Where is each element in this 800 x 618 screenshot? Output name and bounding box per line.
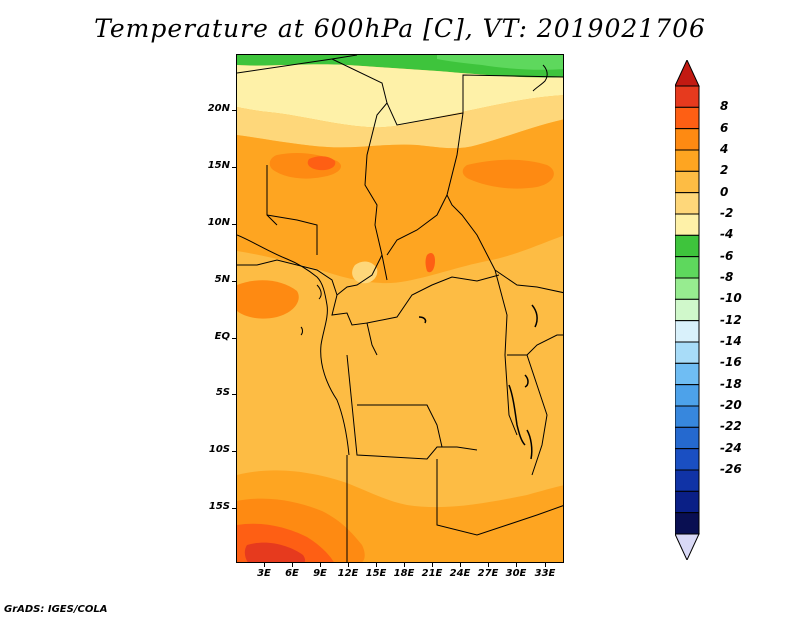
coastlines [237,64,548,456]
lat-tick [232,110,236,111]
colorbar-segment [675,384,700,407]
field-light-yellow-patch [352,261,378,284]
lon-label: 12E [337,568,359,579]
lakes [418,304,538,460]
lon-tick [488,563,489,567]
colorbar-label: -18 [720,376,742,391]
lon-tick [432,563,433,567]
colorbar-segment [675,341,700,364]
colorbar-segment [675,213,700,236]
lat-tick [232,451,236,452]
colorbar-label: 8 [720,99,729,114]
lat-label: 10N [207,217,230,228]
colorbar-label: 4 [720,142,729,156]
lat-label: 20N [207,103,230,114]
lon-tick [404,563,405,567]
colorbar-label: -2 [720,206,734,220]
colorbar-segment [675,298,700,322]
map-title: Temperature at 600hPa [C], VT: 201902170… [94,14,706,43]
lon-tick [264,563,265,567]
field-red-orange-patch-2 [425,253,435,273]
field-dark-orange-patch-2 [462,159,554,189]
field-dark-orange-patch-3 [237,280,299,319]
colorbar-label: -12 [720,312,742,327]
field-pale-yellow-band [237,64,563,128]
colorbar-label: -8 [720,270,734,284]
lat-label: 15N [207,160,230,171]
colorbar-bottom-arrow [675,533,700,560]
field-light-yellow-band [237,95,563,149]
lon-label: 33E [534,568,556,579]
lon-tick [320,563,321,567]
lat-tick [232,338,236,339]
colorbar-label: -16 [720,355,742,370]
field-red-orange-patch-1 [307,156,336,171]
lon-tick [292,563,293,567]
colorbar-segment [675,256,700,279]
lat-tick [232,508,236,509]
colorbar-segment [675,277,700,300]
colorbar-label: -10 [720,291,742,306]
colorbar [675,60,700,560]
lat-label: 15S [208,501,230,512]
lon-tick [460,563,461,567]
lon-label: 3E [257,568,271,579]
lat-tick [232,281,236,282]
lon-label: 27E [477,568,499,579]
colorbar-segment [675,426,700,450]
colorbar-segment [675,362,700,386]
lat-tick [232,394,236,395]
lon-label: 6E [285,568,299,579]
map-canvas [237,55,563,562]
colorbar-segment [675,320,700,343]
colorbar-segment [675,85,700,108]
lon-tick [376,563,377,567]
lon-label: 24E [449,568,471,579]
colorbar-segment [675,469,700,492]
field-red-south [244,542,306,562]
colorbar-label: -26 [720,462,742,476]
colorbar-label: -20 [720,398,742,412]
colorbar-label: -22 [720,419,742,434]
colorbar-label: -14 [720,334,742,348]
colorbar-segment [675,106,700,130]
colorbar-segments [675,85,700,535]
colorbar-segment [675,170,700,194]
lon-label: 30E [505,568,527,579]
lon-tick [348,563,349,567]
lon-label: 15E [365,568,387,579]
colorbar-segment [675,149,700,172]
lat-label: 5S [215,387,230,398]
lon-label: 9E [313,568,327,579]
colorbar-top-arrow [675,60,700,87]
lon-tick [516,563,517,567]
lat-label: 5N [214,274,230,285]
colorbar-label: -24 [720,440,742,455]
colorbar-segment [675,405,700,428]
colorbar-segment [675,234,700,258]
field-light-green-north [437,55,563,70]
colorbar-label: 2 [720,163,729,178]
colorbar-segment [675,490,700,514]
colorbar-segment [675,448,700,471]
lat-tick [232,224,236,225]
colorbar-segment [675,192,700,215]
lon-label: 21E [421,568,443,579]
lat-label: 10S [208,444,230,455]
colorbar-label: -4 [720,227,734,242]
country-borders [237,55,563,562]
lon-tick [545,563,546,567]
colorbar-segment [675,512,700,535]
temperature-map [236,54,564,563]
colorbar-label: -6 [720,248,734,263]
lat-tick [232,167,236,168]
colorbar-label: 6 [720,120,729,135]
colorbar-label: 0 [720,184,729,199]
grads-credit: GrADS: IGES/COLA [4,604,108,615]
lat-label: EQ [214,331,230,342]
lon-label: 18E [393,568,415,579]
colorbar-segment [675,128,700,151]
